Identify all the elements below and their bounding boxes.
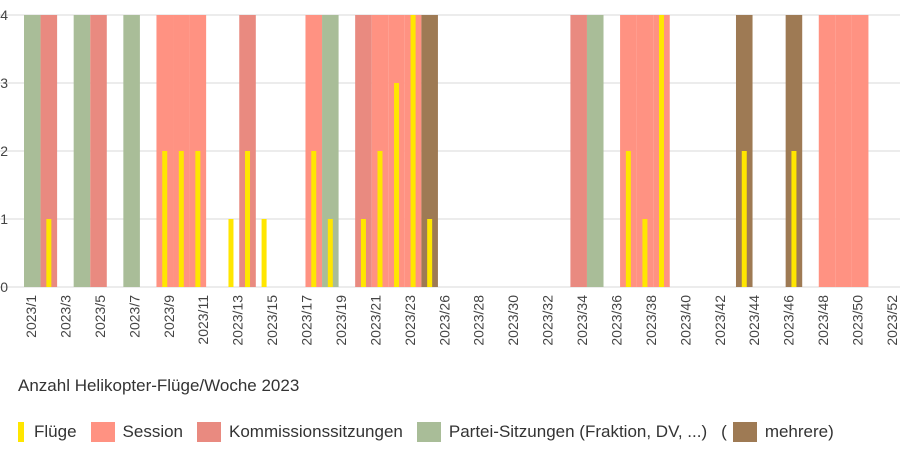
- x-tick-label: 2023/5: [92, 295, 108, 338]
- x-tick-label: 2023/21: [367, 295, 383, 346]
- x-tick-label: 2023/52: [884, 295, 900, 346]
- x-tick-label: 2023/32: [540, 295, 556, 346]
- background-band-session: [851, 15, 869, 287]
- legend-label-partei: Partei-Sitzungen (Fraktion, DV, ...): [448, 422, 708, 441]
- x-tick-label: 2023/28: [471, 295, 487, 346]
- background-band-partei: [123, 15, 140, 287]
- legend-item-session[interactable]: Session: [90, 422, 184, 442]
- background-band-partei: [586, 15, 604, 287]
- background-band-mehrere: [421, 15, 438, 287]
- flight-bar: [360, 219, 366, 287]
- chart-caption: Anzahl Helikopter-Flüge/Woche 2023: [18, 376, 300, 395]
- x-tick-label: 2023/26: [436, 295, 452, 346]
- legend-item-fluege[interactable]: Flüge: [18, 422, 77, 442]
- background-band-partei: [322, 15, 339, 287]
- background-band-kommission: [355, 15, 372, 287]
- x-tick-label: 2023/15: [264, 295, 280, 346]
- x-tick-label: 2023/50: [850, 295, 866, 346]
- x-tick-label: 2023/19: [333, 295, 349, 346]
- legend-swatch-partei: [416, 422, 441, 442]
- x-tick-label: 2023/42: [712, 295, 728, 346]
- background-band-session: [636, 15, 654, 287]
- background-band-kommission: [570, 15, 587, 287]
- flight-bar: [377, 151, 383, 287]
- x-tick-label: 2023/48: [815, 295, 831, 346]
- flight-bar: [245, 151, 251, 287]
- flight-bar: [162, 151, 168, 287]
- helicopter-flights-chart: 0 1 2 3 4 2023/1 2023/3 2023/5 2023/7 2023/9 2023/…: [0, 7, 900, 346]
- y-tick-label: 1: [0, 211, 8, 227]
- legend-item-partei[interactable]: Partei-Sitzungen (Fraktion, DV, ...): [416, 422, 708, 442]
- flight-bar: [327, 219, 333, 287]
- x-tick-label: 2023/3: [57, 295, 73, 338]
- legend-label-session: Session: [122, 422, 184, 441]
- background-band-kommission: [90, 15, 107, 287]
- y-tick-label: 4: [0, 7, 8, 23]
- background-band-kommission: [40, 15, 58, 287]
- y-tick-label: 2: [0, 143, 8, 159]
- legend-swatch-session: [90, 422, 115, 442]
- legend-swatch-mehrere: [732, 422, 757, 442]
- flight-bar: [46, 219, 52, 287]
- flight-bar: [791, 151, 797, 287]
- x-tick-label: 2023/30: [505, 295, 521, 346]
- x-tick-label: 2023/13: [230, 295, 246, 346]
- flight-bar: [427, 219, 433, 287]
- legend-item-kommission[interactable]: Kommissionssitzungen: [197, 422, 403, 442]
- background-band-partei: [73, 15, 91, 287]
- x-tick-label: 2023/40: [677, 295, 693, 346]
- x-tick-label: 2023/7: [126, 295, 142, 338]
- legend-swatch-fluege: [18, 422, 24, 442]
- legend-swatch-kommission: [197, 422, 222, 442]
- flight-bar: [741, 151, 747, 287]
- flight-bar: [195, 151, 201, 287]
- y-tick-label: 3: [0, 75, 8, 91]
- x-tick-label: 2023/38: [643, 295, 659, 346]
- x-tick-label: 2023/17: [299, 295, 315, 346]
- x-tick-label: 2023/36: [608, 295, 624, 346]
- x-tick-label: 2023/34: [574, 295, 590, 346]
- legend-label-mehrere: mehrere): [764, 422, 834, 441]
- chart-legend: Flüge Session Kommissionssitzungen Parte…: [18, 422, 834, 442]
- x-tick-label: 2023/44: [746, 295, 762, 346]
- background-band-session: [835, 15, 852, 287]
- x-tick-label: 2023/9: [161, 295, 177, 338]
- flight-bar: [410, 15, 416, 287]
- background-band-partei: [24, 15, 41, 287]
- flight-bar: [311, 151, 317, 287]
- legend-paren: (: [721, 422, 727, 441]
- flight-bar: [228, 219, 234, 287]
- flight-bar: [178, 151, 184, 287]
- flight-bar: [261, 219, 267, 287]
- x-tick-label: 2023/46: [781, 295, 797, 346]
- y-tick-label: 0: [0, 279, 8, 295]
- x-tick-label: 2023/1: [23, 295, 39, 338]
- x-tick-label: 2023/11: [195, 295, 211, 345]
- flight-bar: [642, 219, 648, 287]
- flight-bar: [625, 151, 631, 287]
- x-tick-label: 2023/23: [402, 295, 418, 346]
- legend-label-kommission: Kommissionssitzungen: [229, 422, 403, 441]
- flight-bar: [658, 15, 664, 287]
- legend-item-mehrere[interactable]: ( mehrere): [721, 422, 834, 442]
- legend-label-fluege: Flüge: [34, 422, 77, 441]
- background-band-session: [818, 15, 836, 287]
- flight-bar: [394, 83, 400, 287]
